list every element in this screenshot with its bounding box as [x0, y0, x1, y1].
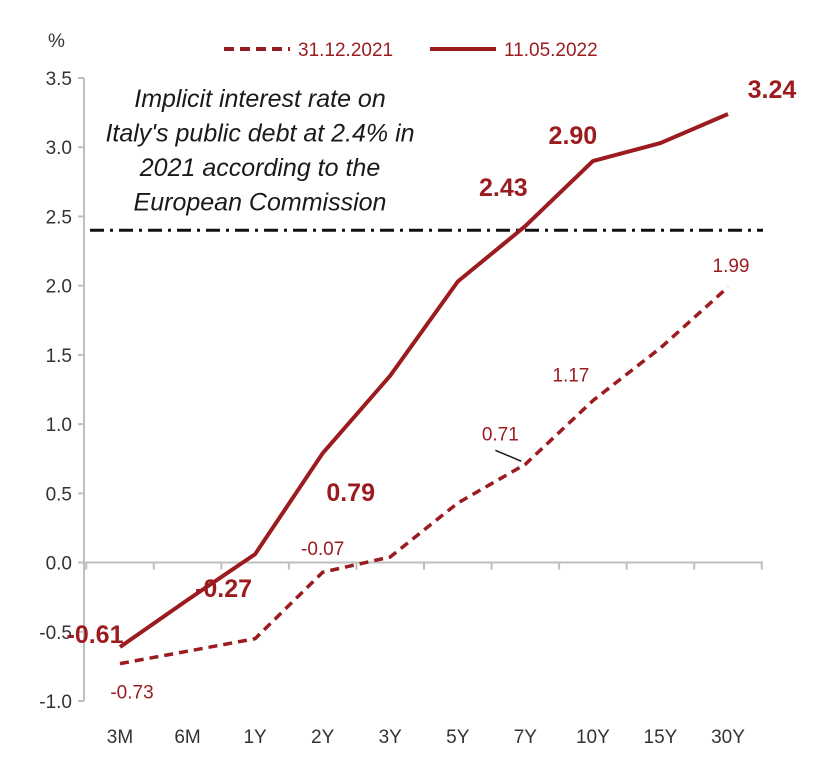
x-tick-label: 3Y [379, 727, 403, 748]
data-label: 2.43 [479, 174, 528, 202]
annotation-line: European Commission [134, 189, 387, 217]
legend-label-2022: 11.05.2022 [504, 40, 598, 61]
data-label: 1.17 [552, 366, 589, 387]
series-line-31.12.2021 [119, 285, 730, 666]
y-tick-label: -0.5 [39, 623, 72, 644]
legend: 31.12.2021 11.05.2022 [224, 40, 598, 61]
data-label: 0.79 [326, 479, 375, 507]
y-tick-label: 2.0 [46, 277, 72, 298]
x-tick-label: 2Y [311, 727, 335, 748]
legend-label-2021: 31.12.2021 [298, 40, 393, 61]
annotation-text: Implicit interest rate on Italy's public … [105, 85, 414, 217]
y-tick-label: 0.0 [46, 554, 72, 575]
data-label: -0.07 [301, 539, 344, 560]
y-unit-label: % [48, 31, 65, 52]
y-tick-label: 3.0 [46, 138, 72, 159]
x-tick-label: 30Y [711, 727, 745, 748]
axes: 3.5 3.0 2.5 2.0 1.5 1.0 0.5 0.0 -0.5 -1.0 3M 6M 1Y 2Y… [39, 69, 763, 748]
annotation-line: 2021 according to the [139, 154, 380, 182]
x-tick-label: 6M [174, 727, 200, 748]
data-label: 3.24 [748, 76, 797, 104]
x-tick-label: 1Y [243, 727, 267, 748]
x-tick-label: 5Y [446, 727, 470, 748]
data-label: -0.73 [110, 683, 153, 704]
y-tick-label: 0.5 [46, 484, 72, 505]
y-tick-label: 1.0 [46, 415, 72, 436]
x-tick-label: 3M [107, 727, 133, 748]
data-label: -0.27 [195, 575, 252, 603]
series-group [118, 112, 730, 666]
series-line-11.05.2022 [118, 112, 729, 649]
data-label: 0.71 [482, 424, 519, 445]
y-tick-label: 1.5 [46, 346, 72, 367]
label-leader-line [495, 449, 522, 462]
data-label: 1.99 [713, 256, 750, 277]
data-label: -0.61 [67, 621, 124, 649]
y-tick-label: 2.5 [46, 207, 72, 228]
data-label: 2.90 [549, 122, 598, 150]
x-tick-label: 10Y [576, 727, 610, 748]
y-tick-label: -1.0 [39, 692, 72, 713]
x-tick-label: 7Y [514, 727, 538, 748]
annotation-line: Italy's public debt at 2.4% in [105, 120, 414, 148]
annotation-line: Implicit interest rate on [134, 85, 386, 113]
y-tick-label: 3.5 [46, 69, 72, 90]
x-tick-label: 15Y [644, 727, 678, 748]
data-labels: -0.61 -0.27 0.79 2.43 2.90 3.24 -0.73 -0.07 0.71… [67, 76, 797, 704]
